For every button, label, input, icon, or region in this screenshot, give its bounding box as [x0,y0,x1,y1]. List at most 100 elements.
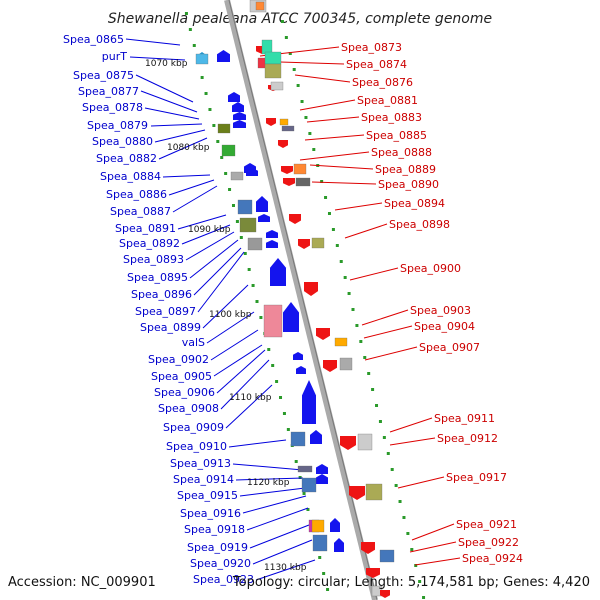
ring-dot [282,412,286,415]
gene-label[interactable]: Spea_0905 [151,370,212,383]
gene-label[interactable]: valS [182,336,205,349]
gene-label[interactable]: Spea_0919 [187,541,248,554]
gene-label[interactable]: Spea_0888 [371,146,432,159]
gene-label[interactable]: Spea_0873 [341,41,402,54]
gene-label[interactable]: Spea_0894 [384,197,445,210]
gene-block [311,237,325,249]
gene-label[interactable]: Spea_0884 [100,170,161,183]
gene-block [290,431,306,447]
ring-dot [375,404,379,407]
ring-dot [243,252,247,255]
ring-dot [359,340,363,343]
forward-gene-arrow [270,258,286,286]
gene-label[interactable]: Spea_0899 [140,321,201,334]
forward-gene-arrow [256,196,268,212]
gene-label[interactable]: Spea_0881 [357,94,418,107]
gene-label[interactable]: Spea_0918 [184,523,245,536]
gene-label[interactable]: Spea_0896 [131,288,192,301]
gene-label[interactable]: Spea_0917 [446,471,507,484]
ring-dot [363,356,367,359]
gene-label[interactable]: Spea_0915 [177,489,238,502]
ring-dot [394,484,398,487]
gene-label[interactable]: Spea_0924 [462,552,523,565]
leader-line [150,123,203,127]
ring-dot [204,92,208,95]
ring-dot [406,532,410,535]
leader-line [361,309,409,326]
gene-label[interactable]: Spea_0895 [127,271,188,284]
ring-dot [255,300,259,303]
ring-dot [320,180,324,183]
gene-block [334,337,348,347]
forward-gene-arrow [334,538,344,552]
gene-label[interactable]: Spea_0885 [366,129,427,142]
gene-block [295,177,311,187]
gene-block [301,477,317,493]
gene-label[interactable]: Spea_0916 [180,507,241,520]
gene-label[interactable]: Spea_0914 [173,473,234,486]
gene-block [255,1,265,11]
gene-label[interactable]: Spea_0913 [170,457,231,470]
gene-label[interactable]: Spea_0865 [63,33,124,46]
ring-dot [220,156,224,159]
gene-label[interactable]: Spea_0923 [193,573,254,586]
leader-line [144,107,200,120]
gene-label[interactable]: Spea_0886 [106,188,167,201]
reverse-gene-arrow [316,328,330,340]
gene-label[interactable]: Spea_0902 [148,353,209,366]
gene-block [270,81,284,91]
ring-dot [279,396,283,399]
gene-label[interactable]: Spea_0922 [458,536,519,549]
gene-label[interactable]: Spea_0876 [352,76,413,89]
gene-block [239,217,257,233]
gene-label[interactable]: Spea_0890 [378,178,439,191]
kbp-marker: 1100 kbp [209,310,252,320]
forward-gene-arrow [330,518,340,532]
gene-label[interactable]: Spea_0920 [190,557,251,570]
gene-label[interactable]: Spea_0909 [163,421,224,434]
gene-label[interactable]: Spea_0907 [419,341,480,354]
gene-label[interactable]: Spea_0879 [87,119,148,132]
reverse-gene-arrow [349,486,365,500]
reverse-gene-arrow [361,542,375,554]
gene-label[interactable]: Spea_0889 [375,163,436,176]
gene-label[interactable]: Spea_0903 [410,304,471,317]
ring-dot [259,316,263,319]
leader-line [129,56,186,61]
gene-label[interactable]: Spea_0898 [389,218,450,231]
leader-line [220,359,270,410]
gene-label[interactable]: Spea_0897 [135,305,196,318]
gene-label[interactable]: Spea_0877 [78,85,139,98]
gene-label[interactable]: Spea_0921 [456,518,517,531]
gene-label[interactable]: Spea_0875 [73,69,134,82]
ring-dot [298,476,302,479]
reverse-gene-arrow [323,360,337,372]
ring-dot [304,116,308,119]
gene-label[interactable]: purT [102,50,127,63]
kbp-marker: 1130 kbp [264,563,307,573]
gene-label[interactable]: Spea_0911 [434,412,495,425]
ring-dot [292,68,296,71]
gene-label[interactable]: Spea_0912 [437,432,498,445]
gene-label[interactable]: Spea_0874 [346,58,407,71]
ring-dot [280,20,284,23]
gene-label[interactable]: Spea_0882 [96,152,157,165]
gene-label[interactable]: Spea_0892 [119,237,180,250]
leader-line [239,487,306,497]
gene-label[interactable]: Spea_0900 [400,262,461,275]
leader-line [364,346,418,361]
gene-label[interactable]: Spea_0880 [92,135,153,148]
gene-label[interactable]: Spea_0887 [110,205,171,218]
gene-label[interactable]: Spea_0893 [123,253,184,266]
gene-label[interactable]: Spea_0891 [115,222,176,235]
gene-label[interactable]: Spea_0906 [154,386,215,399]
gene-label[interactable]: Spea_0883 [361,111,422,124]
forward-gene-arrow [228,92,240,102]
leader-line [344,223,388,239]
gene-block [312,534,328,552]
gene-label[interactable]: Spea_0910 [166,440,227,453]
gene-label[interactable]: Spea_0878 [82,101,143,114]
ring-dot [318,556,322,559]
gene-label[interactable]: Spea_0908 [158,402,219,415]
gene-label[interactable]: Spea_0904 [414,320,475,333]
